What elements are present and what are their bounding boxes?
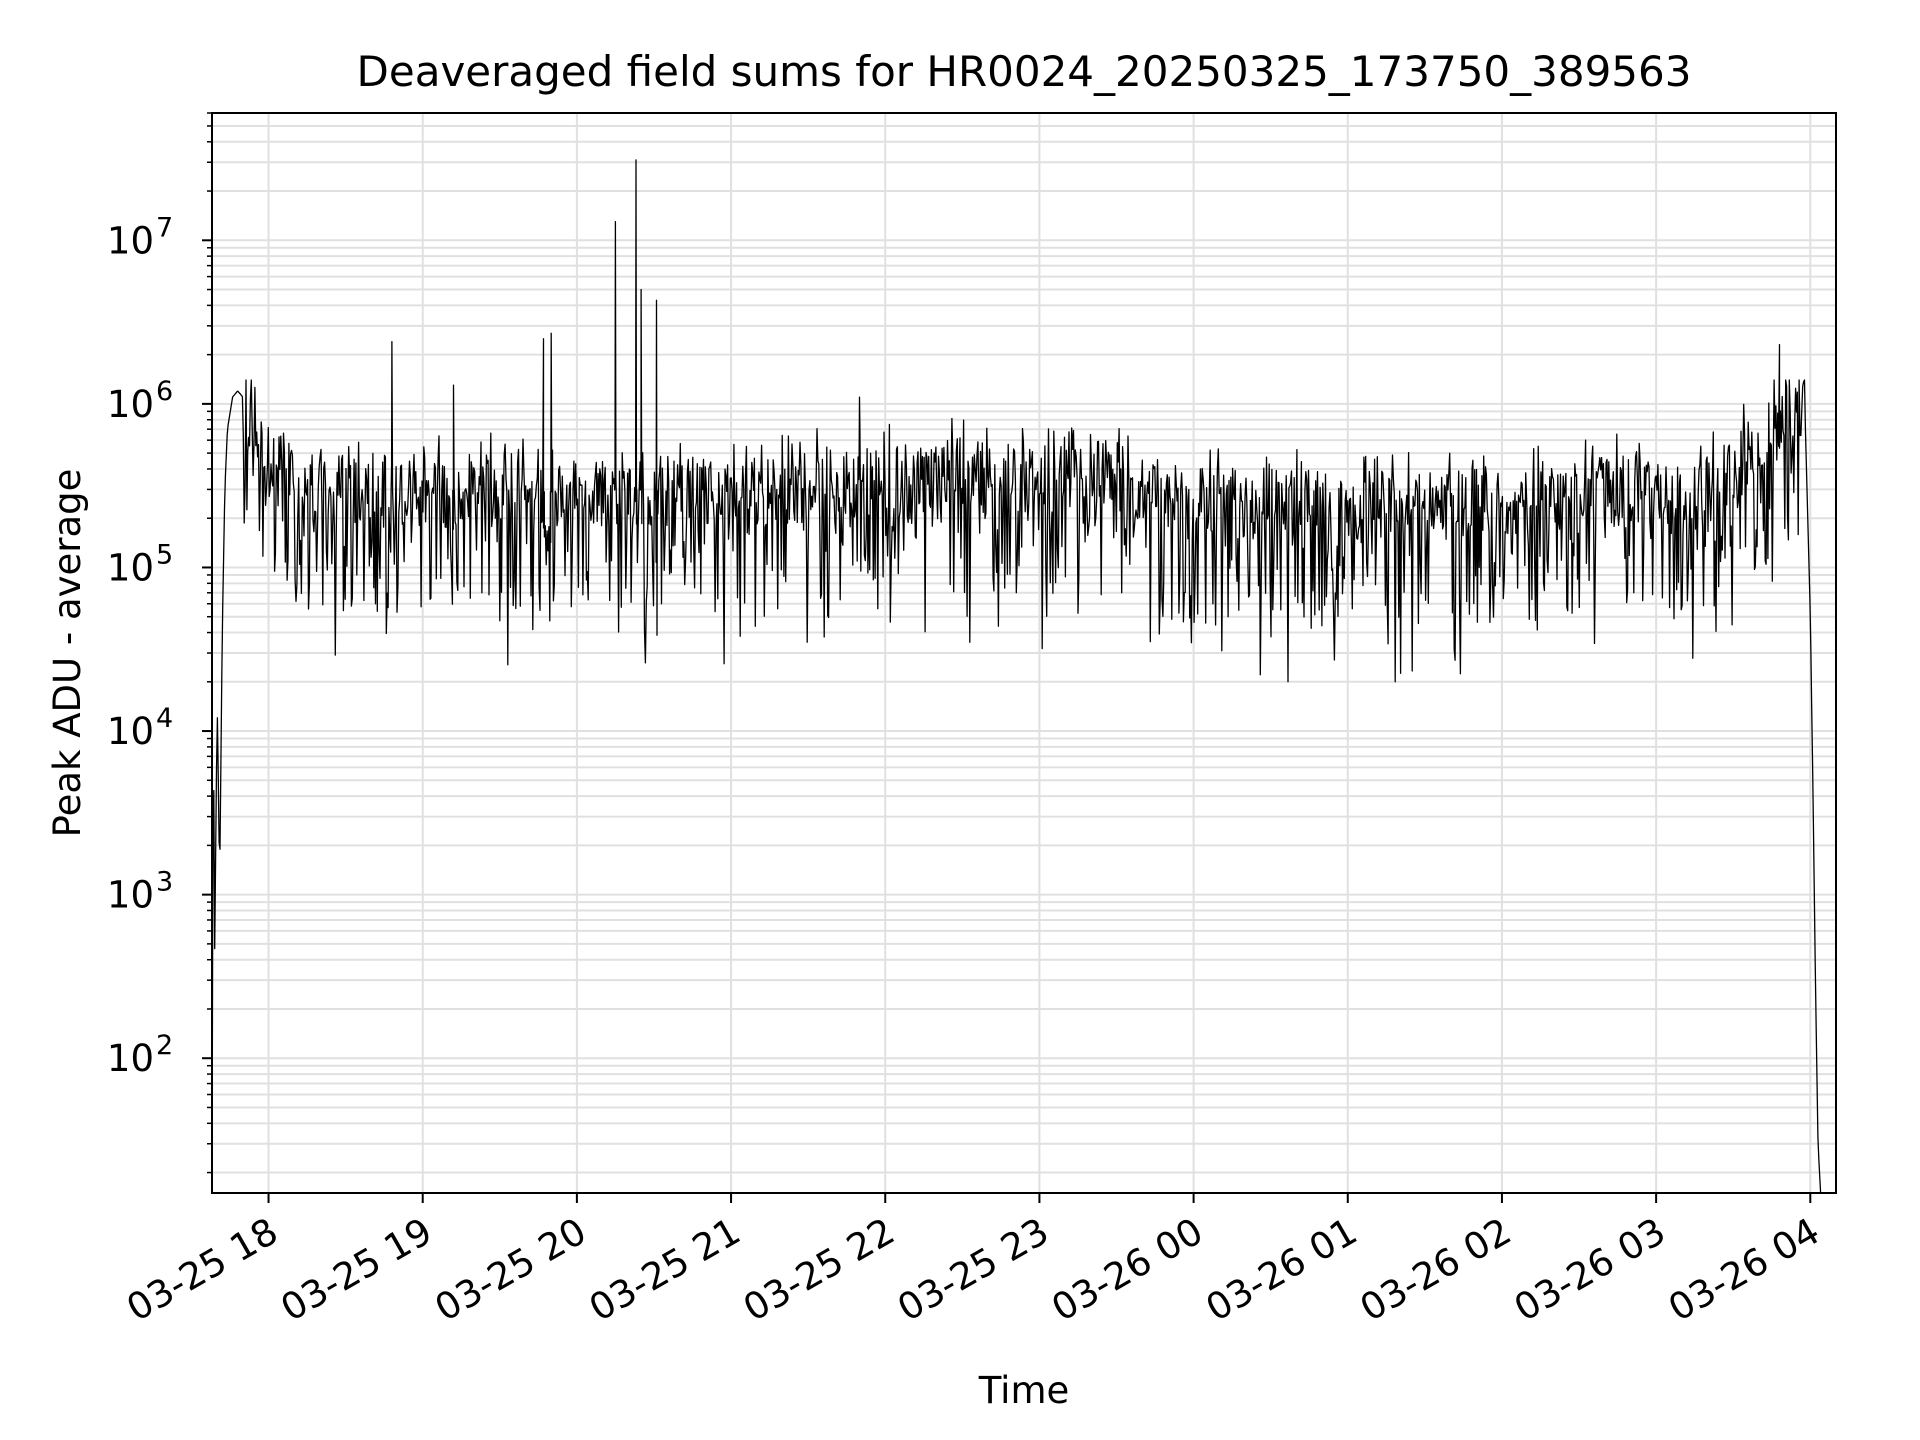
y-tick-exponent: 5 bbox=[156, 539, 173, 570]
x-tick-label: 03-25 23 bbox=[890, 1210, 1056, 1330]
x-tick-label: 03-26 02 bbox=[1353, 1210, 1519, 1330]
y-axis-label: Peak ADU - average bbox=[46, 469, 89, 838]
chart-title: Deaveraged field sums for HR0024_2025032… bbox=[357, 47, 1692, 96]
y-tick-exponent: 3 bbox=[156, 867, 173, 898]
x-tick-label: 03-26 03 bbox=[1507, 1210, 1673, 1330]
y-tick-label: 10 bbox=[107, 546, 154, 589]
x-tick-label: 03-26 04 bbox=[1661, 1210, 1827, 1330]
y-tick-label: 10 bbox=[107, 710, 154, 753]
y-tick-label: 10 bbox=[107, 1037, 154, 1080]
y-tick-exponent: 2 bbox=[156, 1030, 173, 1061]
y-tick-label: 10 bbox=[107, 874, 154, 917]
x-tick-label: 03-25 19 bbox=[274, 1210, 440, 1330]
x-tick-label: 03-25 21 bbox=[582, 1210, 748, 1330]
y-tick-exponent: 7 bbox=[156, 212, 173, 243]
y-tick-label: 10 bbox=[107, 219, 154, 262]
x-tick-label: 03-26 00 bbox=[1045, 1210, 1211, 1330]
x-axis-label: Time bbox=[978, 1369, 1070, 1412]
y-tick-exponent: 6 bbox=[156, 376, 173, 407]
x-tick-label: 03-26 01 bbox=[1199, 1210, 1365, 1330]
data-series-path bbox=[211, 159, 1822, 1194]
y-tick-exponent: 4 bbox=[156, 703, 173, 734]
grid bbox=[212, 112, 1836, 1193]
series-line bbox=[211, 159, 1822, 1194]
y-tick-label: 10 bbox=[107, 383, 154, 426]
x-tick-label: 03-25 18 bbox=[119, 1210, 285, 1330]
x-tick-label: 03-25 22 bbox=[736, 1210, 902, 1330]
x-tick-label: 03-25 20 bbox=[428, 1210, 594, 1330]
